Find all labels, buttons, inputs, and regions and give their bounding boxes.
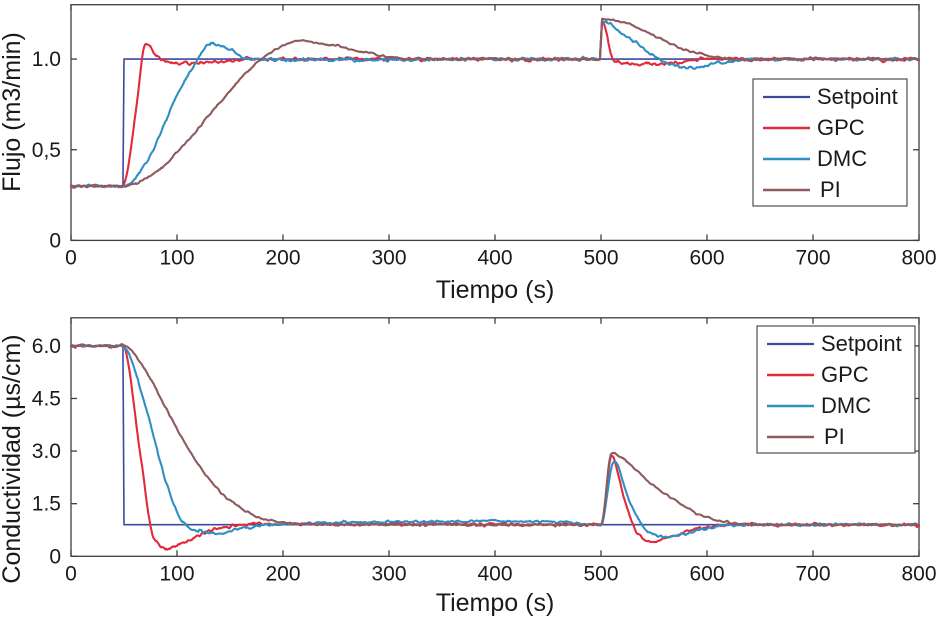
svg-text:0: 0 (49, 229, 61, 252)
svg-text:1.0: 1.0 (32, 48, 61, 71)
svg-text:400: 400 (477, 246, 512, 269)
svg-text:800: 800 (901, 562, 936, 585)
svg-text:300: 300 (371, 562, 406, 585)
svg-text:100: 100 (159, 246, 194, 269)
svg-text:GPC: GPC (821, 362, 869, 387)
svg-text:DMC: DMC (817, 146, 867, 171)
svg-text:Conductividad (µs/cm): Conductividad (µs/cm) (0, 334, 26, 583)
svg-text:200: 200 (265, 246, 300, 269)
svg-text:100: 100 (159, 562, 194, 585)
svg-text:Flujo (m3/min): Flujo (m3/min) (0, 32, 26, 192)
svg-text:Setpoint: Setpoint (821, 331, 902, 356)
svg-text:0: 0 (49, 545, 61, 568)
svg-text:500: 500 (583, 246, 618, 269)
svg-text:700: 700 (795, 246, 830, 269)
svg-text:0: 0 (65, 562, 77, 585)
svg-text:600: 600 (689, 562, 724, 585)
svg-text:300: 300 (371, 246, 406, 269)
svg-text:600: 600 (689, 246, 724, 269)
svg-text:6.0: 6.0 (32, 335, 61, 358)
svg-text:400: 400 (477, 562, 512, 585)
svg-text:700: 700 (795, 562, 830, 585)
svg-text:PI: PI (824, 424, 845, 449)
svg-text:Setpoint: Setpoint (817, 84, 898, 109)
svg-text:4.5: 4.5 (32, 387, 61, 410)
svg-text:0,5: 0,5 (32, 139, 61, 162)
svg-text:800: 800 (901, 246, 936, 269)
svg-text:1.5: 1.5 (32, 493, 61, 516)
svg-text:PI: PI (820, 177, 841, 202)
svg-text:200: 200 (265, 562, 300, 585)
svg-text:DMC: DMC (821, 393, 871, 418)
svg-text:3.0: 3.0 (32, 440, 61, 463)
svg-text:GPC: GPC (817, 115, 865, 140)
svg-text:500: 500 (583, 562, 618, 585)
svg-text:Tiempo (s): Tiempo (s) (436, 589, 555, 617)
svg-text:0: 0 (65, 246, 77, 269)
svg-text:Tiempo (s): Tiempo (s) (436, 276, 555, 304)
